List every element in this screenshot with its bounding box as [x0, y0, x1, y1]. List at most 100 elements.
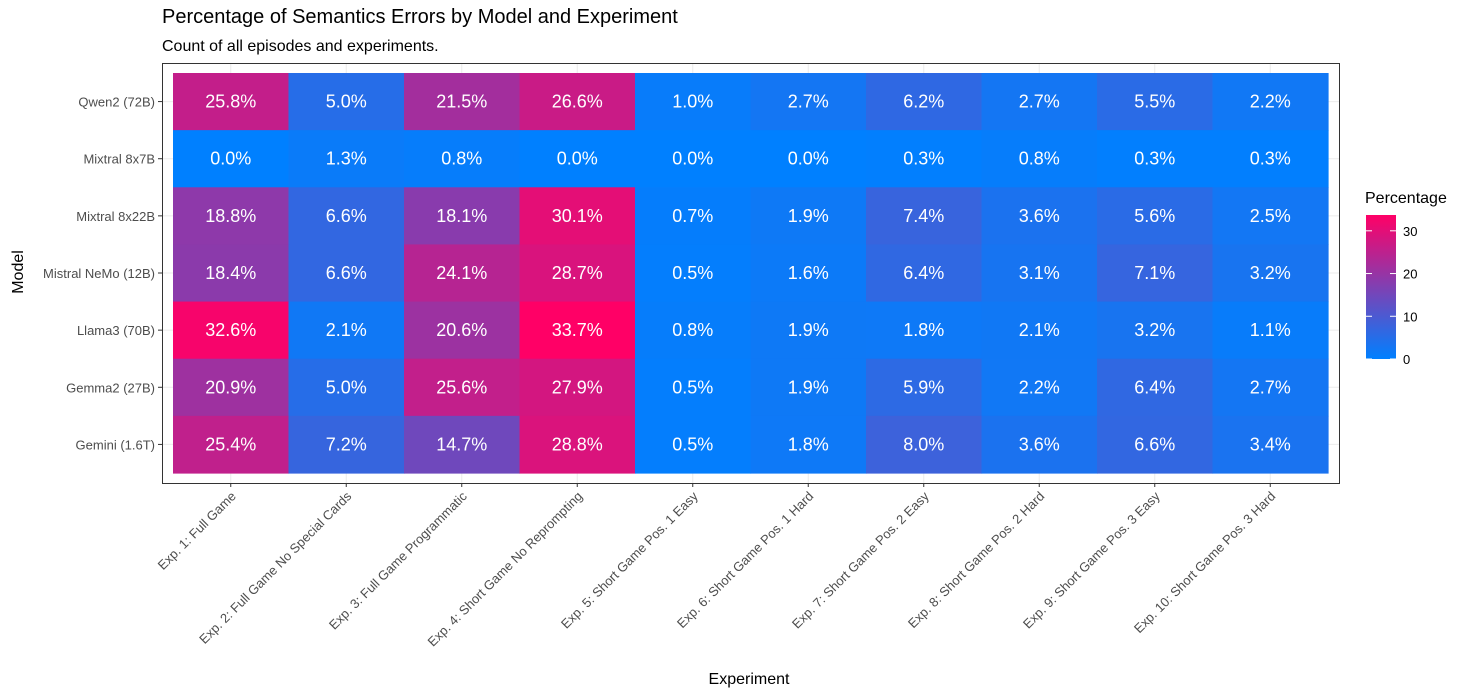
heatmap-cell: [519, 187, 636, 246]
heatmap-cell: [404, 415, 521, 474]
cell-labels: 25.8% 5.0% 21.5% 26.6% 1.0% 2.7% 6.2% 2.7% 5.5% 2…: [205, 92, 1291, 455]
heatmap-cell: [866, 130, 983, 188]
cell-value-label: 24.1%: [436, 263, 487, 283]
x-tick-label: Exp. 10: Short Game Pos. 3 Hard: [1131, 489, 1279, 637]
heatmap-cell: [288, 244, 405, 303]
y-tick-label: Llama3 (70B): [77, 323, 155, 338]
cell-value-label: 2.1%: [326, 320, 367, 340]
cell-value-label: 6.4%: [903, 263, 944, 283]
heatmap-cell: [635, 415, 752, 474]
heatmap-cell: [750, 415, 867, 474]
heatmap-cell: [750, 187, 867, 246]
legend-tick-label: 20: [1403, 267, 1417, 282]
heatmap-cell: [866, 73, 983, 131]
legend-colorbar: [1366, 215, 1396, 359]
heatmap-cell: [1212, 244, 1329, 303]
cell-value-label: 7.2%: [326, 434, 367, 454]
heatmap-cell: [173, 187, 290, 246]
cell-value-label: 7.4%: [903, 206, 944, 226]
heatmap-cell: [1212, 358, 1329, 417]
cell-value-label: 1.0%: [672, 92, 713, 112]
heatmap-cell: [173, 301, 290, 360]
heatmap-cell: [1097, 244, 1214, 303]
cell-value-label: 3.1%: [1019, 263, 1060, 283]
legend: Percentage 0 10 20 30: [1365, 190, 1447, 367]
cell-value-label: 0.0%: [672, 149, 713, 169]
cell-value-label: 32.6%: [205, 320, 256, 340]
cell-value-label: 5.0%: [326, 377, 367, 397]
cell-value-label: 3.6%: [1019, 206, 1060, 226]
cell-value-label: 1.9%: [788, 206, 829, 226]
x-tick-label: Exp. 1: Full Game: [155, 489, 239, 573]
cell-value-label: 18.1%: [436, 206, 487, 226]
x-axis-title: Experiment: [709, 671, 790, 688]
cell-value-label: 25.4%: [205, 434, 256, 454]
cell-value-label: 7.1%: [1134, 263, 1175, 283]
cell-value-label: 1.8%: [788, 434, 829, 454]
heatmap-cell: [1097, 301, 1214, 360]
heatmap-cell: [866, 244, 983, 303]
cell-value-label: 26.6%: [552, 92, 603, 112]
cell-value-label: 3.2%: [1134, 320, 1175, 340]
heatmap-cell: [1212, 301, 1329, 360]
cell-value-label: 3.6%: [1019, 434, 1060, 454]
heatmap-cell: [750, 73, 867, 131]
cell-value-label: 0.5%: [672, 263, 713, 283]
panel-border: [162, 63, 1340, 484]
cell-value-label: 1.9%: [788, 377, 829, 397]
cell-value-label: 0.0%: [557, 149, 598, 169]
heatmap-cell: [404, 73, 521, 131]
heatmap-cell: [404, 244, 521, 303]
heatmap-cells: [173, 73, 1329, 474]
cell-value-label: 28.8%: [552, 434, 603, 454]
heatmap-cell: [981, 130, 1098, 188]
cell-value-label: 0.8%: [672, 320, 713, 340]
cell-value-label: 0.5%: [672, 434, 713, 454]
heatmap-cell: [519, 130, 636, 188]
cell-value-label: 25.8%: [205, 92, 256, 112]
x-tick-label: Exp. 7: Short Game Pos. 2 Easy: [789, 488, 932, 631]
cell-value-label: 8.0%: [903, 434, 944, 454]
heatmap-cell: [981, 244, 1098, 303]
heatmap-cell: [173, 358, 290, 417]
heatmap-cell: [1212, 73, 1329, 131]
heatmap-cell: [173, 73, 290, 131]
legend-tick-label: 0: [1403, 352, 1410, 367]
x-tick-label: Exp. 9: Short Game Pos. 3 Easy: [1020, 488, 1163, 631]
heatmap-cell: [1097, 130, 1214, 188]
heatmap-cell: [635, 244, 752, 303]
cell-value-label: 2.7%: [788, 92, 829, 112]
cell-value-label: 6.6%: [326, 263, 367, 283]
cell-value-label: 1.8%: [903, 320, 944, 340]
y-tick-label: Gemma2 (27B): [66, 380, 155, 395]
cell-value-label: 5.5%: [1134, 92, 1175, 112]
cell-value-label: 14.7%: [436, 434, 487, 454]
legend-tick-label: 30: [1403, 224, 1417, 239]
heatmap-cell: [981, 301, 1098, 360]
heatmap-cell: [288, 358, 405, 417]
cell-value-label: 21.5%: [436, 92, 487, 112]
y-tick-label: Mixtral 8x22B: [76, 209, 155, 224]
heatmap-cell: [981, 187, 1098, 246]
heatmap-cell: [866, 358, 983, 417]
y-tick-label: Gemini (1.6T): [76, 437, 155, 452]
cell-value-label: 1.6%: [788, 263, 829, 283]
cell-value-label: 0.3%: [1250, 149, 1291, 169]
cell-value-label: 33.7%: [552, 320, 603, 340]
heatmap-cell: [750, 301, 867, 360]
cell-value-label: 0.3%: [1134, 149, 1175, 169]
cell-value-label: 2.5%: [1250, 206, 1291, 226]
cell-value-label: 1.3%: [326, 149, 367, 169]
heatmap-cell: [519, 358, 636, 417]
cell-value-label: 0.7%: [672, 206, 713, 226]
legend-ticks: 0 10 20 30: [1366, 224, 1417, 367]
heatmap-cell: [288, 301, 405, 360]
heatmap-cell: [519, 415, 636, 474]
heatmap-cell: [1097, 73, 1214, 131]
heatmap-cell: [1212, 187, 1329, 246]
cell-value-label: 18.8%: [205, 206, 256, 226]
heatmap-cell: [635, 301, 752, 360]
cell-value-label: 5.9%: [903, 377, 944, 397]
heatmap-cell: [404, 301, 521, 360]
